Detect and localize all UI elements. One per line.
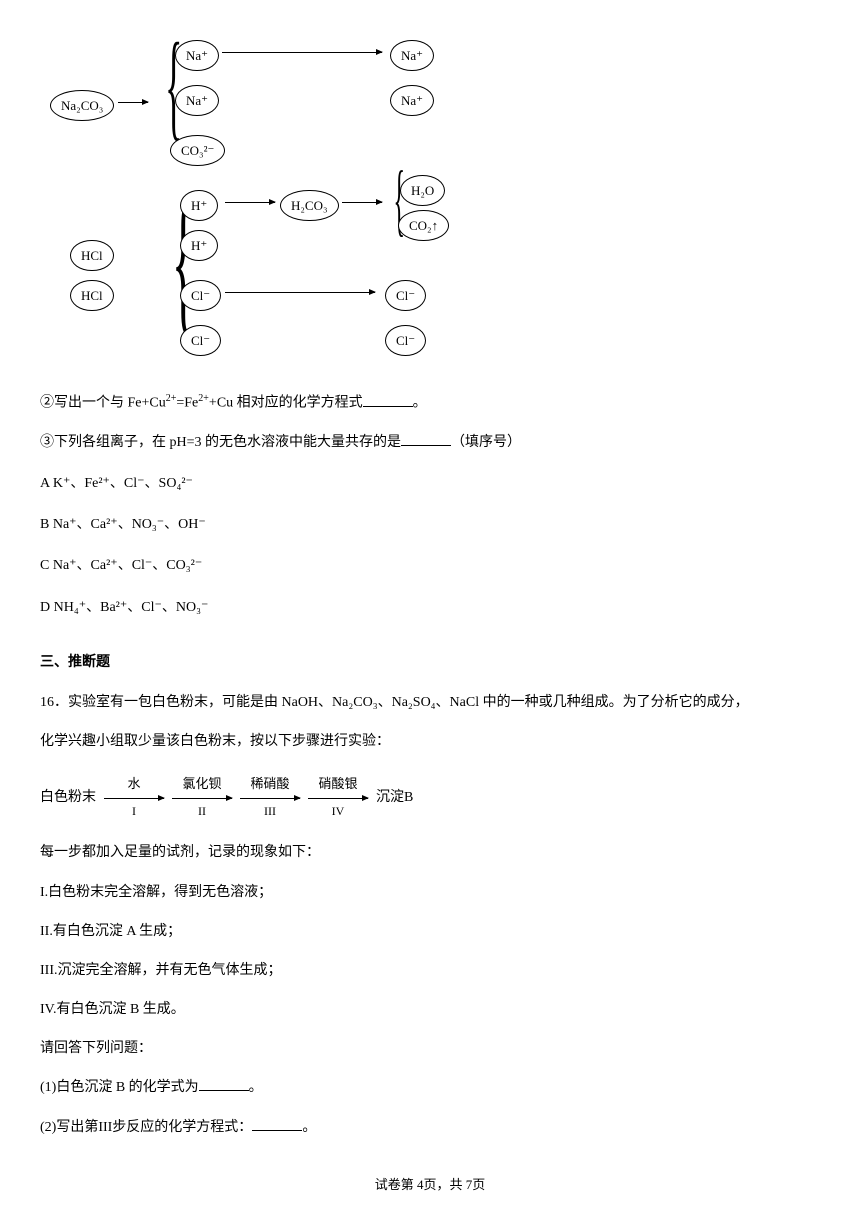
flow-arrow-2: 氯化钡 II	[172, 772, 232, 822]
arrow-line	[240, 798, 300, 799]
text: 。	[413, 396, 427, 411]
arrow-line	[104, 798, 164, 799]
text: (1)白色沉淀 B 的化学式为	[40, 1080, 199, 1095]
arrow	[342, 202, 382, 203]
section-3-title: 三、推断题	[40, 650, 820, 675]
ion-cl: Cl⁻	[385, 280, 426, 311]
flow-diagram: 白色粉末 水 I 氯化钡 II 稀硝酸 III 硝酸银 IV 沉淀B	[40, 772, 820, 822]
result-3: III.沉淀完全溶解，并有无色气体生成；	[40, 958, 820, 983]
arrow	[225, 202, 275, 203]
flow-label-bottom: IV	[332, 801, 345, 823]
ion-co3: CO₃²⁻	[170, 135, 225, 166]
page-footer: 试卷第 4页，共 7页	[40, 1173, 820, 1196]
brace-top: {	[165, 25, 182, 145]
text: ②写出一个与 Fe+Cu	[40, 396, 166, 411]
text: ③下列各组离子，在 pH=3 的无色水溶液中能大量共存的是	[40, 435, 401, 450]
text: （填序号）	[451, 435, 521, 450]
question-3: ③下列各组离子，在 pH=3 的无色水溶液中能大量共存的是 （填序号）	[40, 430, 820, 455]
flow-label-top: 水	[127, 772, 140, 795]
superscript: 2+	[198, 393, 209, 404]
answer-blank[interactable]	[401, 432, 451, 446]
ion-cl: Cl⁻	[385, 325, 426, 356]
ion-h: H⁺	[180, 190, 218, 221]
ion-cl: Cl⁻	[180, 280, 221, 311]
flow-label-top: 稀硝酸	[250, 772, 289, 795]
option-d: D NH₄⁺、Ba²⁺、Cl⁻、NO₃⁻	[40, 595, 820, 620]
sub-question-2: (2)写出第III步反应的化学方程式： 。	[40, 1115, 820, 1140]
text: =Fe	[176, 396, 198, 411]
ion-diagram: Na₂CO₃ { Na⁺ Na⁺ CO₃²⁻ Na⁺ Na⁺ HCl HCl {…	[40, 30, 820, 370]
text: 。	[249, 1080, 263, 1095]
result-2: II.有白色沉淀 A 生成；	[40, 919, 820, 944]
text: (2)写出第III步反应的化学方程式：	[40, 1120, 252, 1135]
flow-label-bottom: II	[198, 801, 206, 823]
ion-na: Na⁺	[390, 85, 434, 116]
ion-na: Na⁺	[390, 40, 434, 71]
arrow-line	[308, 798, 368, 799]
flow-arrow-4: 硝酸银 IV	[308, 772, 368, 822]
ion-na2co3: Na₂CO₃	[50, 90, 114, 121]
ion-h2o: H₂O	[400, 175, 445, 206]
question-2: ②写出一个与 Fe+Cu2+=Fe2++Cu 相对应的化学方程式。	[40, 390, 820, 416]
ion-hcl: HCl	[70, 240, 114, 271]
flow-arrow-3: 稀硝酸 III	[240, 772, 300, 822]
answer-blank[interactable]	[252, 1117, 302, 1131]
answer-blank[interactable]	[199, 1077, 249, 1091]
ion-na: Na⁺	[175, 85, 219, 116]
arrow-line	[172, 798, 232, 799]
option-c: C Na⁺、Ca²⁺、Cl⁻、CO₃²⁻	[40, 553, 820, 578]
result-1: I.白色粉末完全溶解，得到无色溶液；	[40, 880, 820, 905]
flow-label-bottom: III	[264, 801, 276, 823]
ion-h: H⁺	[180, 230, 218, 261]
ion-hcl: HCl	[70, 280, 114, 311]
arrow	[118, 102, 148, 103]
text: +Cu 相对应的化学方程式	[209, 396, 363, 411]
flow-label-top: 氯化钡	[182, 772, 221, 795]
ion-co2: CO₂↑	[398, 210, 449, 241]
results-intro: 每一步都加入足量的试剂，记录的现象如下：	[40, 840, 820, 865]
option-a: A K⁺、Fe²⁺、Cl⁻、SO₄²⁻	[40, 471, 820, 496]
results-ask: 请回答下列问题：	[40, 1036, 820, 1061]
question-16-line2: 化学兴趣小组取少量该白色粉末，按以下步骤进行实验：	[40, 729, 820, 754]
arrow	[222, 52, 382, 53]
flow-label-top: 硝酸银	[318, 772, 357, 795]
ion-cl: Cl⁻	[180, 325, 221, 356]
flow-label-bottom: I	[132, 801, 136, 823]
question-16-line1: 16．实验室有一包白色粉末，可能是由 NaOH、Na₂CO₃、Na₂SO₄、Na…	[40, 690, 820, 715]
flow-end: 沉淀B	[376, 785, 413, 810]
ion-na: Na⁺	[175, 40, 219, 71]
text: 。	[302, 1120, 316, 1135]
arrow	[225, 292, 375, 293]
sub-question-1: (1)白色沉淀 B 的化学式为 。	[40, 1075, 820, 1100]
superscript: 2+	[166, 393, 177, 404]
flow-arrow-1: 水 I	[104, 772, 164, 822]
flow-start: 白色粉末	[40, 785, 96, 810]
ion-h2co3: H₂CO₃	[280, 190, 339, 221]
result-4: IV.有白色沉淀 B 生成。	[40, 997, 820, 1022]
option-b: B Na⁺、Ca²⁺、NO₃⁻、OH⁻	[40, 512, 820, 537]
answer-blank[interactable]	[363, 393, 413, 407]
